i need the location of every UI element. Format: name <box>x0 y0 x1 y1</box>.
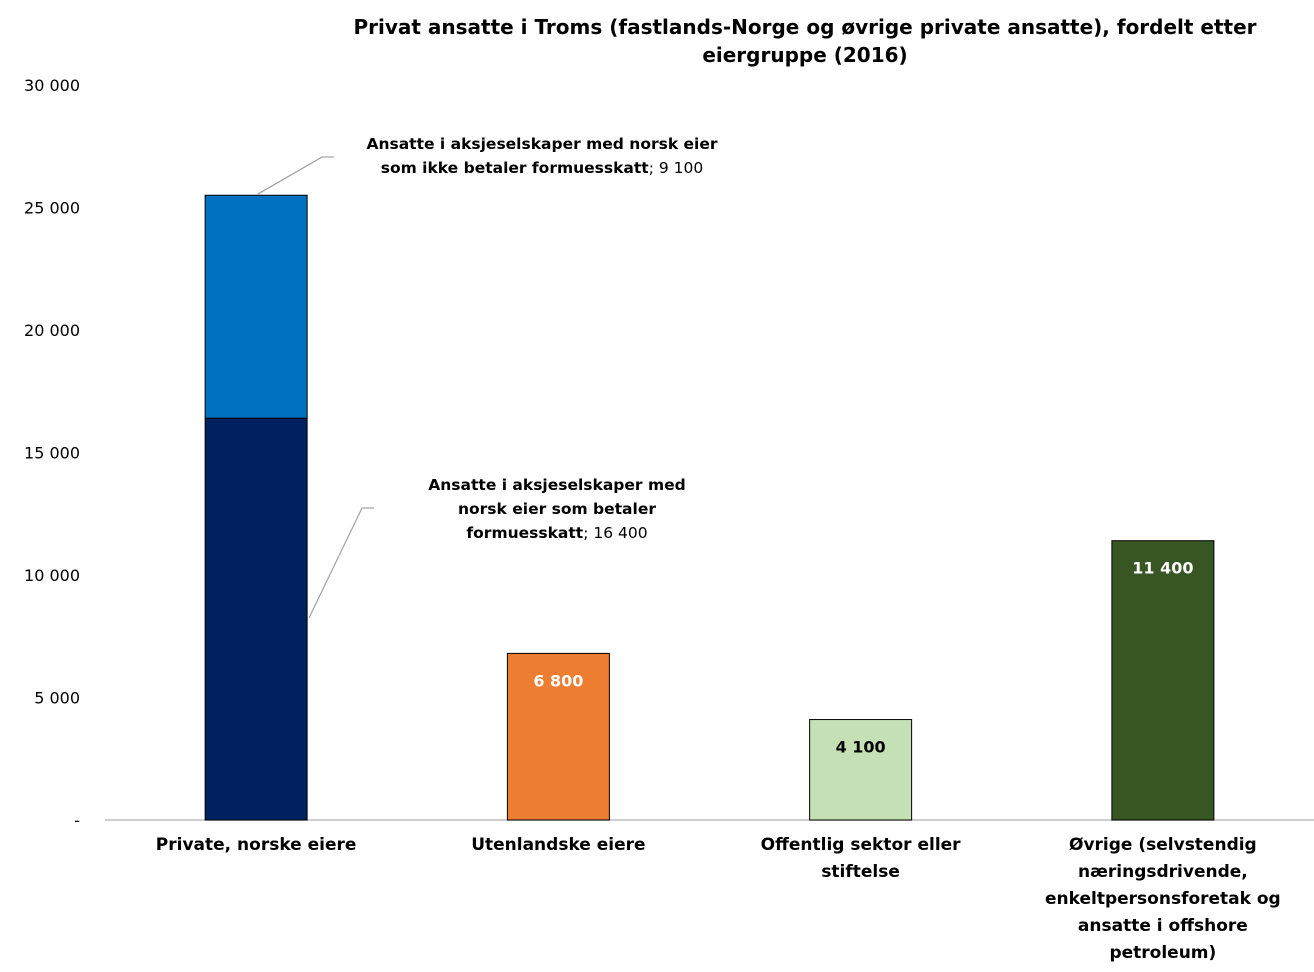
annotation-text: norsk eier som betaler <box>458 500 656 518</box>
annotation-leader-line <box>308 507 374 619</box>
annotation-value: ; 9 100 <box>649 159 704 177</box>
annotation-text: formuesskatt; 16 400 <box>466 524 647 542</box>
data-labels: 6 800 4 100 11 400 <box>533 559 1193 757</box>
bar-category-3 <box>1111 540 1215 821</box>
annotation-label: som ikke betaler formuesskatt <box>381 159 650 177</box>
annotations: Ansatte i aksjeselskaper med norsk eier s… <box>257 135 718 619</box>
data-label: 4 100 <box>836 738 886 757</box>
x-tick-label: petroleum) <box>1109 943 1216 963</box>
bar-ikke-skattepliktig <box>204 194 308 419</box>
chart-title-line: eiergruppe (2016) <box>702 43 907 67</box>
x-tick-label: ansatte i offshore <box>1078 916 1248 936</box>
data-label: 6 800 <box>533 671 583 690</box>
x-tick-label: enkeltpersonsforetak og <box>1045 889 1281 909</box>
bar-skattepliktig <box>204 417 308 821</box>
y-tick-label: 10 000 <box>24 566 80 585</box>
x-tick-label: stiftelse <box>821 862 900 882</box>
annotation-value: ; 16 400 <box>583 524 647 542</box>
chart-title: Privat ansatte i Troms (fastlands-Norge … <box>353 15 1256 67</box>
x-tick-label: Øvrige (selvstendig <box>1069 835 1257 855</box>
x-tick-label: Offentlig sektor eller <box>761 835 961 855</box>
x-tick-label: næringsdrivende, <box>1078 862 1248 882</box>
bars <box>204 194 1215 821</box>
chart-title-line: Privat ansatte i Troms (fastlands-Norge … <box>353 15 1256 39</box>
y-tick-label: - <box>74 811 80 830</box>
y-tick-label: 20 000 <box>24 321 80 340</box>
annotation-leader-line <box>257 156 334 195</box>
annotation-label: norsk eier som betaler <box>458 500 656 518</box>
y-tick-label: 5 000 <box>34 689 80 708</box>
annotation-label: Ansatte i aksjeselskaper med <box>428 476 685 494</box>
annotation-label: Ansatte i aksjeselskaper med norsk eier <box>366 135 717 153</box>
annotation-text: Ansatte i aksjeselskaper med <box>428 476 685 494</box>
bar-category-2 <box>809 719 913 821</box>
data-label: 11 400 <box>1132 559 1193 578</box>
annotation-label: formuesskatt <box>466 524 583 542</box>
x-axis: Private, norske eiere Utenlandske eiere Of… <box>156 835 1281 963</box>
annotation-text: Ansatte i aksjeselskaper med norsk eier <box>366 135 717 153</box>
bar-category-1 <box>506 652 610 821</box>
annotation-text: som ikke betaler formuesskatt; 9 100 <box>381 159 704 177</box>
y-tick-label: 25 000 <box>24 199 80 218</box>
y-tick-label: 30 000 <box>24 76 80 95</box>
y-axis: - 5 000 10 000 15 000 20 000 25 000 30 000 <box>24 76 80 830</box>
y-tick-label: 15 000 <box>24 444 80 463</box>
x-tick-label: Private, norske eiere <box>156 835 357 855</box>
x-tick-label: Utenlandske eiere <box>471 835 645 855</box>
